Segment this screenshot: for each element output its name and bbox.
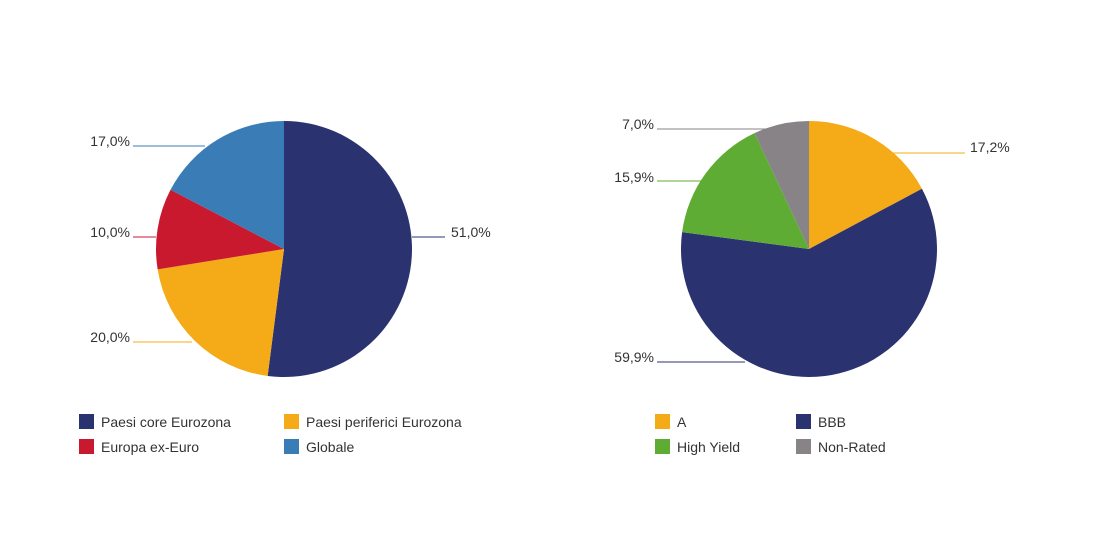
data-label-a: 17,2%	[970, 139, 1010, 155]
data-label-paesi-core-eurozona: 51,0%	[451, 224, 491, 240]
legend-swatch-high-yield	[655, 439, 670, 454]
legend-swatch-globale	[284, 439, 299, 454]
pie-slice-globale	[170, 121, 284, 249]
legend-swatch-non-rated	[796, 439, 811, 454]
legend-swatch-bbb	[796, 414, 811, 429]
data-label-europa-ex-euro: 10,0%	[90, 224, 130, 240]
data-label-high-yield: 15,9%	[614, 169, 654, 185]
legend-1: Paesi core Eurozona Paesi periferici Euro…	[79, 414, 462, 455]
data-label-globale: 17,0%	[90, 133, 130, 149]
data-label-paesi-periferici-eurozona: 20,0%	[90, 329, 130, 345]
legend-label-paesi-periferici-eurozona: Paesi periferici Eurozona	[306, 414, 462, 430]
legend-label-non-rated: Non-Rated	[818, 439, 886, 455]
legend-swatch-a	[655, 414, 670, 429]
legend-label-a: A	[677, 414, 687, 430]
legend-label-globale: Globale	[306, 439, 354, 455]
pie-slice-paesi-periferici-eurozona	[157, 249, 284, 376]
legend-swatch-paesi-periferici-eurozona	[284, 414, 299, 429]
legend-label-high-yield: High Yield	[677, 439, 740, 455]
legend-label-bbb: BBB	[818, 414, 846, 430]
pie-chart-2: 17,2% 59,9% 15,9% 7,0% A BBB High Yield Non-Rat…	[614, 116, 1009, 455]
legend-swatch-paesi-core-eurozona	[79, 414, 94, 429]
pie-chart-1: 51,0%20,0%10,0%17,0%Paesi core Eurozona P…	[79, 121, 491, 455]
legend-label-paesi-core-eurozona: Paesi core Eurozona	[101, 414, 231, 430]
data-label-non-rated: 7,0%	[622, 116, 654, 132]
pie-slice-europa-ex-euro	[156, 189, 284, 270]
data-label-bbb: 59,9%	[614, 349, 654, 365]
legend-2: A BBB High Yield Non-Rated	[655, 414, 886, 455]
legend-label-europa-ex-euro: Europa ex-Euro	[101, 439, 199, 455]
pie-slice-paesi-core-eurozona	[267, 121, 412, 377]
pie-slice-a	[809, 121, 922, 249]
pie-slice-bbb	[680, 188, 937, 378]
pie-slice-non-rated	[754, 121, 809, 249]
pie-slice-high-yield	[682, 133, 809, 249]
legend-swatch-europa-ex-euro	[79, 439, 94, 454]
